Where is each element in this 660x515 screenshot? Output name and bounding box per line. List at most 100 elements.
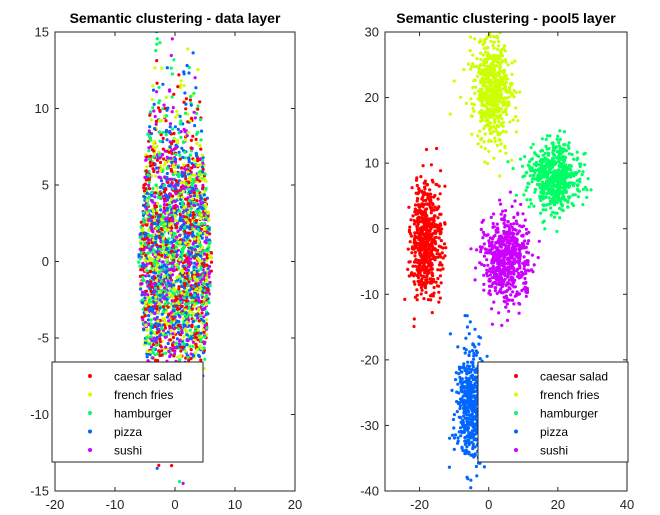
scatter-point [485,271,489,275]
scatter-point [195,331,199,335]
scatter-point [412,239,416,243]
scatter-point [488,273,492,277]
scatter-point [151,106,155,110]
scatter-point [139,287,143,291]
scatter-point [142,328,146,332]
scatter-point [537,239,541,243]
scatter-point [159,327,164,331]
scatter-point [158,344,162,348]
scatter-point [470,65,474,69]
scatter-point [142,194,146,199]
scatter-point [145,211,149,215]
scatter-point [557,190,561,194]
scatter-point [438,296,442,300]
scatter-point [171,252,175,256]
scatter-point [168,192,172,196]
scatter-point [435,146,439,151]
scatter-point [516,256,520,260]
scatter-point [146,173,150,177]
scatter-point [171,106,175,110]
scatter-point [201,155,205,160]
scatter-point [200,129,204,133]
scatter-point [138,274,142,278]
scatter-point [199,331,203,335]
scatter-point [151,356,155,360]
scatter-point [154,295,158,299]
scatter-point [185,320,189,324]
scatter-point [193,247,197,252]
scatter-point [465,314,469,318]
scatter-point [415,288,419,292]
scatter-point [483,40,487,44]
scatter-point [480,262,484,266]
scatter-point [470,132,474,136]
scatter-point [553,200,557,204]
scatter-point [194,201,198,205]
scatter-point [567,152,572,156]
scatter-point [190,166,194,170]
scatter-point [469,380,473,384]
scatter-point [578,180,582,184]
scatter-point [458,406,462,411]
scatter-point [161,242,165,246]
scatter-point [207,227,211,231]
scatter-point [207,264,212,269]
scatter-point [167,237,171,241]
scatter-point [415,183,419,188]
scatter-point [411,264,415,268]
scatter-point [146,308,150,312]
scatter-point [170,37,174,41]
scatter-point [478,357,482,361]
y-tick-label: 10 [35,101,49,116]
scatter-point [161,240,165,244]
scatter-point [180,328,184,333]
scatter-point [476,74,480,78]
scatter-point [142,292,147,297]
scatter-point [192,234,196,238]
scatter-point [174,187,178,191]
scatter-point [165,203,169,207]
scatter-point [174,157,178,161]
scatter-point [467,438,471,443]
scatter-point [185,343,189,347]
scatter-point [154,211,159,215]
scatter-point [164,133,168,137]
scatter-point [172,209,176,213]
scatter-point [178,188,182,192]
scatter-point [161,169,165,173]
scatter-point [183,91,187,95]
scatter-point [560,204,564,208]
scatter-point [161,317,165,321]
scatter-point [432,285,436,290]
scatter-point [148,248,152,252]
legend-marker [88,374,92,378]
scatter-point [410,186,414,190]
scatter-point [433,205,437,209]
scatter-point [198,217,202,221]
scatter-point [489,284,493,288]
scatter-point [423,179,427,183]
scatter-point [521,212,525,216]
scatter-point [209,250,213,255]
scatter-point [482,140,486,144]
scatter-point [156,156,160,160]
scatter-point [194,282,198,286]
scatter-point [184,177,188,181]
scatter-point [429,195,433,199]
scatter-point [506,160,510,164]
scatter-point [168,253,172,257]
scatter-point [485,250,489,254]
scatter-point [154,183,158,187]
scatter-point [518,90,522,94]
scatter-point [168,338,172,342]
scatter-point [179,83,183,87]
scatter-point [163,335,167,339]
scatter-point [503,273,507,278]
scatter-point [199,254,203,258]
scatter-point [182,323,186,327]
scatter-point [173,171,177,175]
scatter-point [553,215,557,219]
scatter-point [183,111,188,115]
legend-marker [88,411,92,415]
scatter-point [180,170,184,174]
